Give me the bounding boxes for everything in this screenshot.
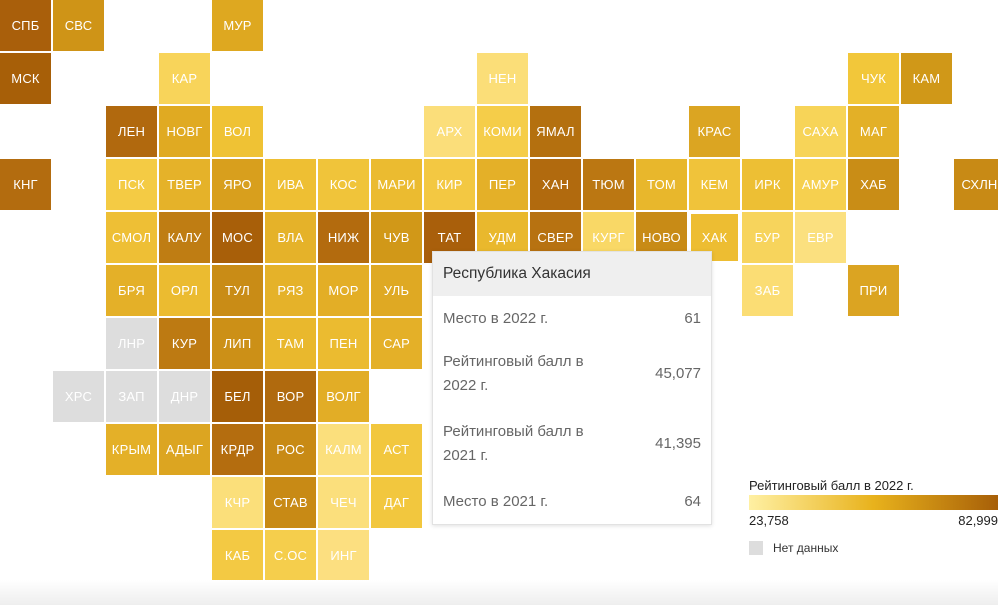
region-tile-вол[interactable]: ВОЛ — [212, 106, 263, 157]
region-tile-каб[interactable]: КАБ — [212, 530, 263, 581]
region-tile-уль[interactable]: УЛЬ — [371, 265, 422, 316]
legend-no-data-swatch[interactable] — [749, 541, 763, 555]
legend-gradient-bar — [749, 495, 998, 510]
region-tile-вор[interactable]: ВОР — [265, 371, 316, 422]
region-tile-мос[interactable]: МОС — [212, 212, 263, 263]
region-tile-свс[interactable]: СВС — [53, 0, 104, 51]
region-tile-арх[interactable]: АРХ — [424, 106, 475, 157]
region-tile-калм[interactable]: КАЛМ — [318, 424, 369, 475]
region-tile-днр[interactable]: ДНР — [159, 371, 210, 422]
tooltip-row-label: Место в 2021 г. — [443, 493, 549, 510]
region-tile-зап[interactable]: ЗАП — [106, 371, 157, 422]
tooltip-row-value: 61 — [684, 310, 701, 327]
region-tile-маг[interactable]: МАГ — [848, 106, 899, 157]
region-tile-кам[interactable]: КАМ — [901, 53, 952, 104]
region-tile-кар[interactable]: КАР — [159, 53, 210, 104]
region-tile-чув[interactable]: ЧУВ — [371, 212, 422, 263]
region-tile-ниж[interactable]: НИЖ — [318, 212, 369, 263]
legend-title: Рейтинговый балл в 2022 г. — [749, 478, 914, 493]
region-tile-кчр[interactable]: КЧР — [212, 477, 263, 528]
region-tile-лен[interactable]: ЛЕН — [106, 106, 157, 157]
region-tile-мск[interactable]: МСК — [0, 53, 51, 104]
region-tile-вла[interactable]: ВЛА — [265, 212, 316, 263]
tooltip-row-value: 64 — [684, 493, 701, 510]
region-tile-кем[interactable]: КЕМ — [689, 159, 740, 210]
region-tile-сар[interactable]: САР — [371, 318, 422, 369]
region-tile-пск[interactable]: ПСК — [106, 159, 157, 210]
legend-max-label: 82,999 — [958, 513, 998, 528]
region-tile-хаб[interactable]: ХАБ — [848, 159, 899, 210]
region-tile-саха[interactable]: САХА — [795, 106, 846, 157]
region-tile-адыг[interactable]: АДЫГ — [159, 424, 210, 475]
tooltip-row-value: 45,077 — [655, 365, 701, 382]
legend-min-label: 23,758 — [749, 513, 789, 528]
region-tile-ряз[interactable]: РЯЗ — [265, 265, 316, 316]
tooltip-title: Республика Хакасия — [433, 252, 711, 296]
region-tile-пер[interactable]: ПЕР — [477, 159, 528, 210]
bottom-fade — [0, 580, 998, 605]
region-tile-орл[interactable]: ОРЛ — [159, 265, 210, 316]
region-tile-бря[interactable]: БРЯ — [106, 265, 157, 316]
region-tile-смол[interactable]: СМОЛ — [106, 212, 157, 263]
region-tile-амур[interactable]: АМУР — [795, 159, 846, 210]
legend-no-data-label: Нет данных — [773, 541, 839, 555]
region-tile-хан[interactable]: ХАН — [530, 159, 581, 210]
region-tile-яро[interactable]: ЯРО — [212, 159, 263, 210]
region-tile-волг[interactable]: ВОЛГ — [318, 371, 369, 422]
region-tile-мари[interactable]: МАРИ — [371, 159, 422, 210]
tooltip-row: Рейтинговый балл в 2022 г. 45,077 — [443, 350, 701, 398]
region-tile-калу[interactable]: КАЛУ — [159, 212, 210, 263]
tooltip-row: Место в 2021 г. 64 — [443, 490, 701, 514]
region-tile-рос[interactable]: РОС — [265, 424, 316, 475]
region-tile-крдр[interactable]: КРДР — [212, 424, 263, 475]
region-tile-схлн[interactable]: СХЛН — [954, 159, 998, 210]
region-tile-бур[interactable]: БУР — [742, 212, 793, 263]
region-tile-крым[interactable]: КРЫМ — [106, 424, 157, 475]
region-tile-ирк[interactable]: ИРК — [742, 159, 793, 210]
region-tile-хак[interactable]: ХАК — [689, 212, 740, 263]
region-tile-мор[interactable]: МОР — [318, 265, 369, 316]
region-tile-ива[interactable]: ИВА — [265, 159, 316, 210]
region-tile-коми[interactable]: КОМИ — [477, 106, 528, 157]
region-tile-кир[interactable]: КИР — [424, 159, 475, 210]
tooltip-row: Место в 2022 г. 61 — [443, 307, 701, 331]
region-tile-нен[interactable]: НЕН — [477, 53, 528, 104]
region-tile-евр[interactable]: ЕВР — [795, 212, 846, 263]
tooltip-row-label: Рейтинговый балл в 2021 г. — [443, 423, 584, 464]
region-tile-лнр[interactable]: ЛНР — [106, 318, 157, 369]
region-tile-заб[interactable]: ЗАБ — [742, 265, 793, 316]
region-tile-там[interactable]: ТАМ — [265, 318, 316, 369]
region-tile-кос[interactable]: КОС — [318, 159, 369, 210]
region-tile-ямал[interactable]: ЯМАЛ — [530, 106, 581, 157]
region-tile-хрс[interactable]: ХРС — [53, 371, 104, 422]
tooltip-row-label: Рейтинговый балл в 2022 г. — [443, 353, 584, 394]
region-tile-тул[interactable]: ТУЛ — [212, 265, 263, 316]
region-tile-став[interactable]: СТАВ — [265, 477, 316, 528]
region-tile-спб[interactable]: СПБ — [0, 0, 51, 51]
region-tile-мур[interactable]: МУР — [212, 0, 263, 51]
region-tooltip: Республика Хакасия Место в 2022 г. 61 Ре… — [432, 251, 712, 525]
region-tile-твер[interactable]: ТВЕР — [159, 159, 210, 210]
region-tile-чеч[interactable]: ЧЕЧ — [318, 477, 369, 528]
region-tile-инг[interactable]: ИНГ — [318, 530, 369, 581]
region-tile-том[interactable]: ТОМ — [636, 159, 687, 210]
region-tile-аст[interactable]: АСТ — [371, 424, 422, 475]
tooltip-row-label: Место в 2022 г. — [443, 310, 549, 327]
region-tile-лип[interactable]: ЛИП — [212, 318, 263, 369]
region-tile-кнг[interactable]: КНГ — [0, 159, 51, 210]
region-tile-новг[interactable]: НОВГ — [159, 106, 210, 157]
tooltip-row-value: 41,395 — [655, 435, 701, 452]
region-tile-сос[interactable]: С.ОС — [265, 530, 316, 581]
region-tile-при[interactable]: ПРИ — [848, 265, 899, 316]
region-tile-чук[interactable]: ЧУК — [848, 53, 899, 104]
region-tile-крас[interactable]: КРАС — [689, 106, 740, 157]
region-tile-кур[interactable]: КУР — [159, 318, 210, 369]
region-tile-даг[interactable]: ДАГ — [371, 477, 422, 528]
region-tile-тюм[interactable]: ТЮМ — [583, 159, 634, 210]
tooltip-row: Рейтинговый балл в 2021 г. 41,395 — [443, 420, 701, 468]
region-tile-пен[interactable]: ПЕН — [318, 318, 369, 369]
region-tile-бел[interactable]: БЕЛ — [212, 371, 263, 422]
